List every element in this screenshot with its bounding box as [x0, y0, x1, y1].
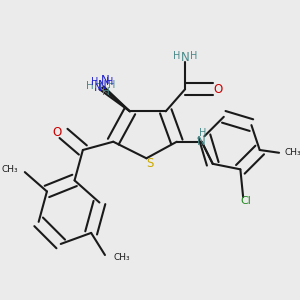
Text: CH₃: CH₃ — [1, 165, 18, 174]
Text: CH₃: CH₃ — [113, 253, 130, 262]
Text: H: H — [103, 87, 110, 97]
Text: N: N — [197, 135, 206, 148]
Text: CH₃: CH₃ — [285, 148, 300, 157]
Text: N: N — [94, 83, 102, 93]
Text: O: O — [52, 125, 61, 139]
Text: N: N — [100, 74, 109, 87]
Text: H: H — [190, 51, 197, 61]
Text: H: H — [94, 80, 102, 90]
Text: N: N — [98, 79, 106, 92]
Text: H: H — [91, 77, 98, 87]
Text: H: H — [173, 51, 181, 61]
Text: H: H — [106, 77, 114, 87]
Text: S: S — [146, 157, 153, 170]
Text: H: H — [108, 80, 116, 90]
Text: N: N — [181, 51, 190, 64]
Text: Cl: Cl — [241, 196, 251, 206]
Text: H: H — [200, 128, 207, 138]
Text: O: O — [214, 83, 223, 96]
Text: H: H — [86, 81, 94, 91]
